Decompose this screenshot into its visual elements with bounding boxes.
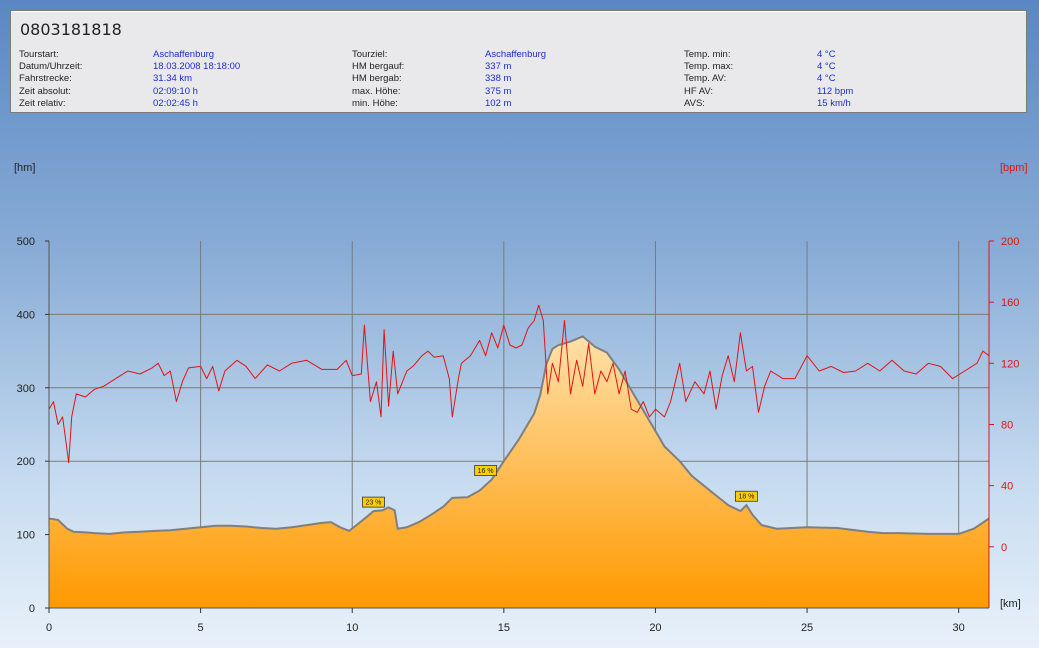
x-axis-unit-label: [km]: [1000, 598, 1021, 610]
info-label: Tourstart:: [19, 49, 59, 60]
y2-tick-label: 200: [1001, 236, 1019, 248]
y-tick-label: 0: [29, 603, 35, 615]
info-value: 18.03.2008 18:18:00: [153, 61, 241, 73]
altitude-area: [49, 336, 989, 608]
info-value: 4 °C: [817, 73, 836, 85]
info-label: HM bergauf:: [352, 61, 405, 73]
info-label: Temp. AV:: [684, 73, 727, 85]
gradient-badge-label: 23 %: [365, 500, 381, 507]
y-axis-unit-label: [hm]: [14, 162, 36, 174]
axis-ticks: 0 100 200 300 400 500 0 40 80 120 160 200 0 5 10 15 20 25…: [17, 236, 1020, 634]
gradient-badge-label: 16 %: [478, 468, 494, 475]
info-label: Zeit absolut:: [19, 85, 71, 97]
info-value: 02:02:45 h: [153, 97, 198, 109]
heart-rate-series: [48, 304, 990, 464]
tour-info-panel: 0803181818 Tourstart: Aschaffenburg Datum…: [10, 10, 1027, 113]
x-tick-label: 20: [649, 622, 661, 634]
y-tick-label: 100: [17, 530, 35, 542]
y2-tick-label: 40: [1001, 481, 1013, 493]
info-value: Aschaffenburg: [485, 49, 547, 60]
y2-tick-label: 0: [1001, 542, 1007, 554]
info-value: 375 m: [485, 85, 512, 97]
gradient-badge: [362, 496, 385, 508]
gradient-badge: [474, 465, 498, 476]
y2-tick-label: 120: [1001, 358, 1019, 370]
info-label: HF AV:: [684, 85, 714, 97]
info-value: 102 m: [485, 97, 512, 109]
y-tick-label: 200: [17, 456, 35, 468]
y-tick-label: 400: [17, 309, 35, 321]
x-tick-label: 25: [801, 622, 813, 634]
info-label: HM bergab:: [352, 73, 402, 85]
gradient-badge-label: 18 %: [738, 494, 754, 501]
info-label: Zeit relativ:: [19, 97, 66, 109]
x-tick-label: 10: [346, 622, 358, 634]
y2-tick-label: 160: [1001, 297, 1019, 309]
tour-id: 0803181818: [20, 20, 122, 39]
x-tick-label: 0: [46, 622, 52, 634]
y2-tick-label: 80: [1001, 420, 1013, 432]
info-value: Aschaffenburg: [153, 49, 215, 60]
heart-rate-line: [48, 304, 990, 464]
info-value: 4 °C: [817, 49, 836, 60]
info-label: min. Höhe:: [352, 97, 398, 109]
info-label: Fahrstrecke:: [19, 73, 72, 85]
info-value: 337 m: [485, 61, 512, 73]
altitude-line: [48, 335, 990, 535]
info-value: 112 bpm: [817, 85, 854, 97]
gradient-badges: 23 % 16 % 18 %: [362, 465, 758, 508]
y-tick-label: 300: [17, 383, 35, 395]
altitude-series: [48, 335, 990, 608]
x-tick-label: 5: [198, 622, 204, 634]
x-tick-label: 30: [953, 622, 965, 634]
info-value: 31.34 km: [153, 73, 193, 85]
info-label: Datum/Uhrzeit:: [19, 61, 83, 73]
info-value: 4 °C: [817, 61, 836, 73]
gradient-badge: [735, 490, 758, 502]
y2-axis-unit-label: [bpm]: [1000, 162, 1028, 174]
info-value: 15 km/h: [817, 97, 851, 109]
x-tick-label: 15: [498, 622, 510, 634]
info-label: AVS:: [684, 97, 705, 109]
info-label: max. Höhe:: [352, 85, 401, 97]
info-value: 338 m: [485, 73, 512, 85]
y-tick-label: 500: [17, 236, 35, 248]
info-label: Temp. max:: [684, 61, 734, 73]
info-label: Tourziel:: [352, 49, 388, 60]
info-label: Temp. min:: [684, 49, 731, 60]
info-value: 02:09:10 h: [153, 85, 198, 97]
